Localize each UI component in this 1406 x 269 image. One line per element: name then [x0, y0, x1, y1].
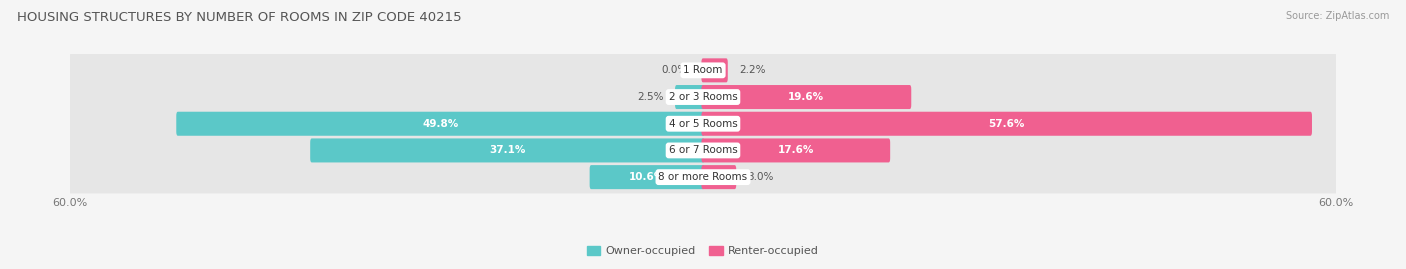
Text: 57.6%: 57.6%: [988, 119, 1025, 129]
Text: 4 or 5 Rooms: 4 or 5 Rooms: [669, 119, 737, 129]
Text: 2.2%: 2.2%: [740, 65, 765, 75]
Text: 2.5%: 2.5%: [637, 92, 664, 102]
Text: 37.1%: 37.1%: [489, 146, 526, 155]
Legend: Owner-occupied, Renter-occupied: Owner-occupied, Renter-occupied: [582, 242, 824, 261]
Text: 0.0%: 0.0%: [661, 65, 688, 75]
Text: Source: ZipAtlas.com: Source: ZipAtlas.com: [1285, 11, 1389, 21]
FancyBboxPatch shape: [675, 85, 704, 109]
FancyBboxPatch shape: [702, 139, 890, 162]
Text: 6 or 7 Rooms: 6 or 7 Rooms: [669, 146, 737, 155]
Text: 2 or 3 Rooms: 2 or 3 Rooms: [669, 92, 737, 102]
Text: 1 Room: 1 Room: [683, 65, 723, 75]
FancyBboxPatch shape: [311, 139, 704, 162]
Text: 49.8%: 49.8%: [422, 119, 458, 129]
FancyBboxPatch shape: [702, 58, 728, 82]
FancyBboxPatch shape: [702, 165, 737, 189]
FancyBboxPatch shape: [67, 161, 1339, 193]
FancyBboxPatch shape: [702, 85, 911, 109]
FancyBboxPatch shape: [67, 54, 1339, 87]
FancyBboxPatch shape: [589, 165, 704, 189]
FancyBboxPatch shape: [67, 134, 1339, 167]
FancyBboxPatch shape: [67, 81, 1339, 113]
Text: 10.6%: 10.6%: [628, 172, 665, 182]
Text: 3.0%: 3.0%: [748, 172, 773, 182]
FancyBboxPatch shape: [702, 112, 1312, 136]
Text: 8 or more Rooms: 8 or more Rooms: [658, 172, 748, 182]
Text: 19.6%: 19.6%: [789, 92, 824, 102]
Text: HOUSING STRUCTURES BY NUMBER OF ROOMS IN ZIP CODE 40215: HOUSING STRUCTURES BY NUMBER OF ROOMS IN…: [17, 11, 461, 24]
Text: 17.6%: 17.6%: [778, 146, 814, 155]
FancyBboxPatch shape: [176, 112, 704, 136]
FancyBboxPatch shape: [67, 107, 1339, 140]
